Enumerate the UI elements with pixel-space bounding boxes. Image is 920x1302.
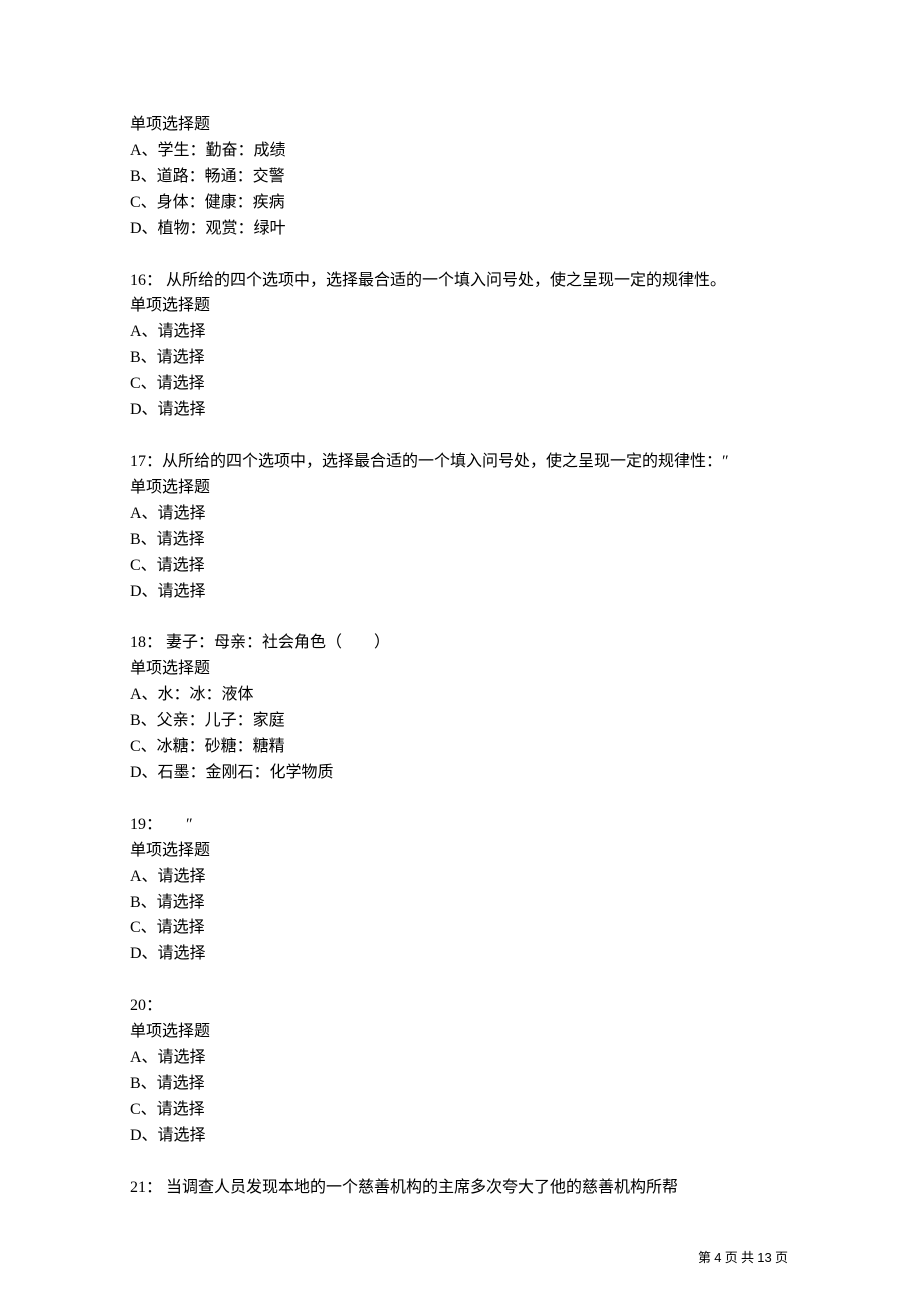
option-a: A、请选择 — [130, 1045, 790, 1071]
option-b: B、请选择 — [130, 1071, 790, 1097]
question-stem: 17：从所给的四个选项中，选择最合适的一个填入问号处，使之呈现一定的规律性：″ — [130, 449, 790, 475]
footer-prefix: 第 — [698, 1250, 714, 1265]
option-d: D、植物：观赏：绿叶 — [130, 216, 790, 242]
option-d: D、请选择 — [130, 941, 790, 967]
option-d: D、请选择 — [130, 579, 790, 605]
question-20: 20： 单项选择题 A、请选择 B、请选择 C、请选择 D、请选择 — [130, 993, 790, 1148]
question-type-label: 单项选择题 — [130, 475, 790, 501]
option-a: A、请选择 — [130, 501, 790, 527]
question-17: 17：从所给的四个选项中，选择最合适的一个填入问号处，使之呈现一定的规律性：″ … — [130, 449, 790, 604]
question-15-tail: 单项选择题 A、学生：勤奋：成绩 B、道路：畅通：交警 C、身体：健康：疾病 D… — [130, 112, 790, 242]
option-b: B、请选择 — [130, 527, 790, 553]
option-d: D、石墨：金刚石：化学物质 — [130, 760, 790, 786]
question-stem: 19： ″ — [130, 812, 790, 838]
option-b: B、请选择 — [130, 890, 790, 916]
question-type-label: 单项选择题 — [130, 293, 790, 319]
question-stem: 20： — [130, 993, 790, 1019]
option-a: A、水：冰：液体 — [130, 682, 790, 708]
footer-current-page: 4 — [714, 1250, 721, 1265]
question-16: 16： 从所给的四个选项中，选择最合适的一个填入问号处，使之呈现一定的规律性。 … — [130, 268, 790, 423]
footer-suffix: 页 — [772, 1250, 788, 1265]
option-a: A、学生：勤奋：成绩 — [130, 138, 790, 164]
document-body: 单项选择题 A、学生：勤奋：成绩 B、道路：畅通：交警 C、身体：健康：疾病 D… — [130, 112, 790, 1201]
question-type-label: 单项选择题 — [130, 656, 790, 682]
option-a: A、请选择 — [130, 319, 790, 345]
question-stem: 21： 当调查人员发现本地的一个慈善机构的主席多次夸大了他的慈善机构所帮 — [130, 1175, 790, 1201]
option-b: B、父亲：儿子：家庭 — [130, 708, 790, 734]
option-b: B、道路：畅通：交警 — [130, 164, 790, 190]
question-type-label: 单项选择题 — [130, 1019, 790, 1045]
option-c: C、身体：健康：疾病 — [130, 190, 790, 216]
question-19: 19： ″ 单项选择题 A、请选择 B、请选择 C、请选择 D、请选择 — [130, 812, 790, 967]
question-stem: 18： 妻子：母亲：社会角色（ ） — [130, 630, 790, 656]
footer-total-pages: 13 — [757, 1250, 771, 1265]
option-c: C、请选择 — [130, 371, 790, 397]
question-21-head: 21： 当调查人员发现本地的一个慈善机构的主席多次夸大了他的慈善机构所帮 — [130, 1175, 790, 1201]
option-d: D、请选择 — [130, 1123, 790, 1149]
question-stem: 16： 从所给的四个选项中，选择最合适的一个填入问号处，使之呈现一定的规律性。 — [130, 268, 790, 294]
option-a: A、请选择 — [130, 864, 790, 890]
option-d: D、请选择 — [130, 397, 790, 423]
option-c: C、请选择 — [130, 1097, 790, 1123]
question-18: 18： 妻子：母亲：社会角色（ ） 单项选择题 A、水：冰：液体 B、父亲：儿子… — [130, 630, 790, 785]
option-b: B、请选择 — [130, 345, 790, 371]
question-type-label: 单项选择题 — [130, 838, 790, 864]
option-c: C、请选择 — [130, 915, 790, 941]
footer-middle: 页 共 — [722, 1250, 758, 1265]
option-c: C、冰糖：砂糖：糖精 — [130, 734, 790, 760]
page-footer: 第 4 页 共 13 页 — [698, 1247, 788, 1266]
option-c: C、请选择 — [130, 553, 790, 579]
question-type-label: 单项选择题 — [130, 112, 790, 138]
